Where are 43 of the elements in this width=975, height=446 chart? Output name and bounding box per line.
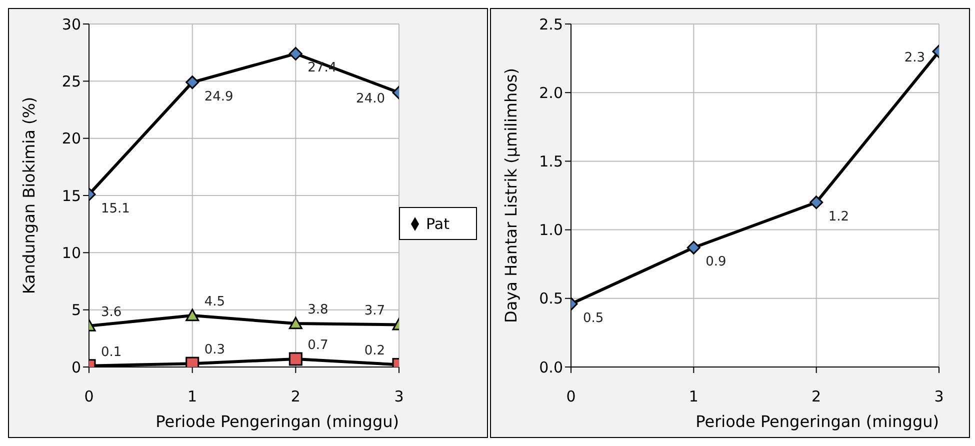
y-tick-label: 0: [71, 358, 81, 376]
point: [288, 352, 302, 366]
data-label: 3.7: [364, 304, 385, 319]
data-label: 1.2: [828, 209, 850, 224]
y-tick-label: 1.0: [539, 221, 563, 240]
data-label: 2.3: [904, 50, 925, 66]
y-tick-label: 20: [62, 130, 81, 148]
y-tick-label: 25: [62, 72, 81, 90]
data-label: 3.8: [308, 302, 328, 318]
y-tick-label: 15: [62, 186, 81, 205]
data-label: 0.7: [308, 338, 328, 353]
x-tick-label: 3: [934, 388, 944, 406]
data-label: 27.4: [308, 60, 337, 76]
y-tick-label: 30: [62, 15, 81, 34]
data-label: 0.3: [204, 342, 226, 358]
data-label: 0.9: [706, 254, 726, 270]
data-label: 0.5: [583, 310, 604, 326]
x-tick-label: 0: [84, 388, 94, 406]
data-label: 4.5: [204, 294, 226, 310]
x-tick-label: 1: [688, 388, 698, 406]
y-tick-label: 2.5: [539, 15, 563, 34]
data-label: 0.2: [364, 344, 385, 359]
x-tick-label: 1: [188, 388, 198, 406]
x-tick-label: 0: [566, 388, 576, 406]
y-tick-label: 10: [62, 244, 81, 262]
data-label: 24.9: [204, 89, 234, 104]
data-label: 15.1: [101, 201, 130, 216]
y-tick-label: 0.0: [539, 358, 563, 376]
x-tick-label: 2: [812, 388, 822, 406]
y-tick-label: 1.5: [539, 152, 563, 171]
y-tick-label: 2.0: [539, 84, 563, 102]
y-axis-title: Kandungan Biokimia (%): [20, 96, 39, 294]
x-axis-title: Periode Pengeringan (minggu): [696, 412, 939, 431]
x-axis-title: Periode Pengeringan (minggu): [156, 412, 399, 431]
y-tick-label: 0.5: [539, 290, 563, 308]
data-label: 3.6: [101, 304, 122, 320]
legend-label: Pat: [426, 214, 450, 232]
data-label: 24.0: [356, 92, 385, 107]
x-tick-label: 2: [290, 388, 300, 406]
y-tick-label: 5: [71, 301, 81, 320]
y-axis-title: Daya Hantar Listrik (µmilimhos): [502, 68, 521, 323]
data-label: 0.1: [101, 344, 122, 360]
x-tick-label: 3: [394, 388, 404, 406]
